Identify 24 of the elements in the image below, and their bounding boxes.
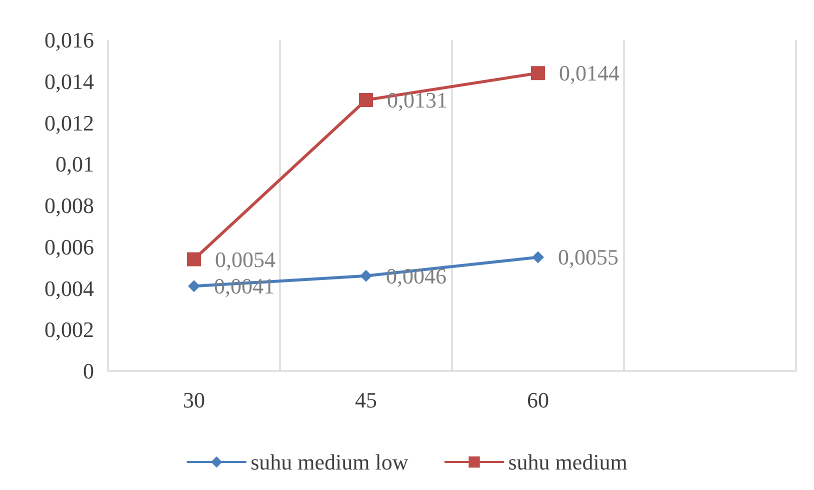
x-tick-label: 60 (527, 388, 549, 412)
y-tick-label: 0,004 (44, 276, 94, 301)
legend-label: suhu medium low (250, 450, 408, 474)
data-label: 0,0055 (558, 244, 618, 270)
data-label: 0,0054 (215, 246, 276, 272)
y-tick-label: 0,006 (44, 234, 94, 260)
y-tick-label: 0,016 (44, 28, 94, 52)
point (360, 270, 372, 282)
y-tick-label: 0,012 (44, 110, 94, 136)
y-tick-label: 0,008 (44, 193, 94, 218)
point (532, 251, 544, 264)
point (187, 252, 201, 266)
y-tick-label: 0,002 (44, 317, 94, 342)
x-tick-label: 45 (355, 388, 377, 412)
point (188, 280, 200, 292)
y-tick-label: 0,01 (56, 152, 94, 177)
point (359, 92, 373, 107)
y-tick-label: 0 (83, 358, 94, 384)
y-tick-label: 0,014 (44, 68, 94, 94)
data-label: 0,0144 (559, 60, 620, 86)
x-tick-label: 30 (183, 388, 205, 412)
legend-label: suhu medium (508, 450, 628, 474)
point (531, 66, 545, 80)
data-label: 0,0131 (387, 87, 448, 112)
